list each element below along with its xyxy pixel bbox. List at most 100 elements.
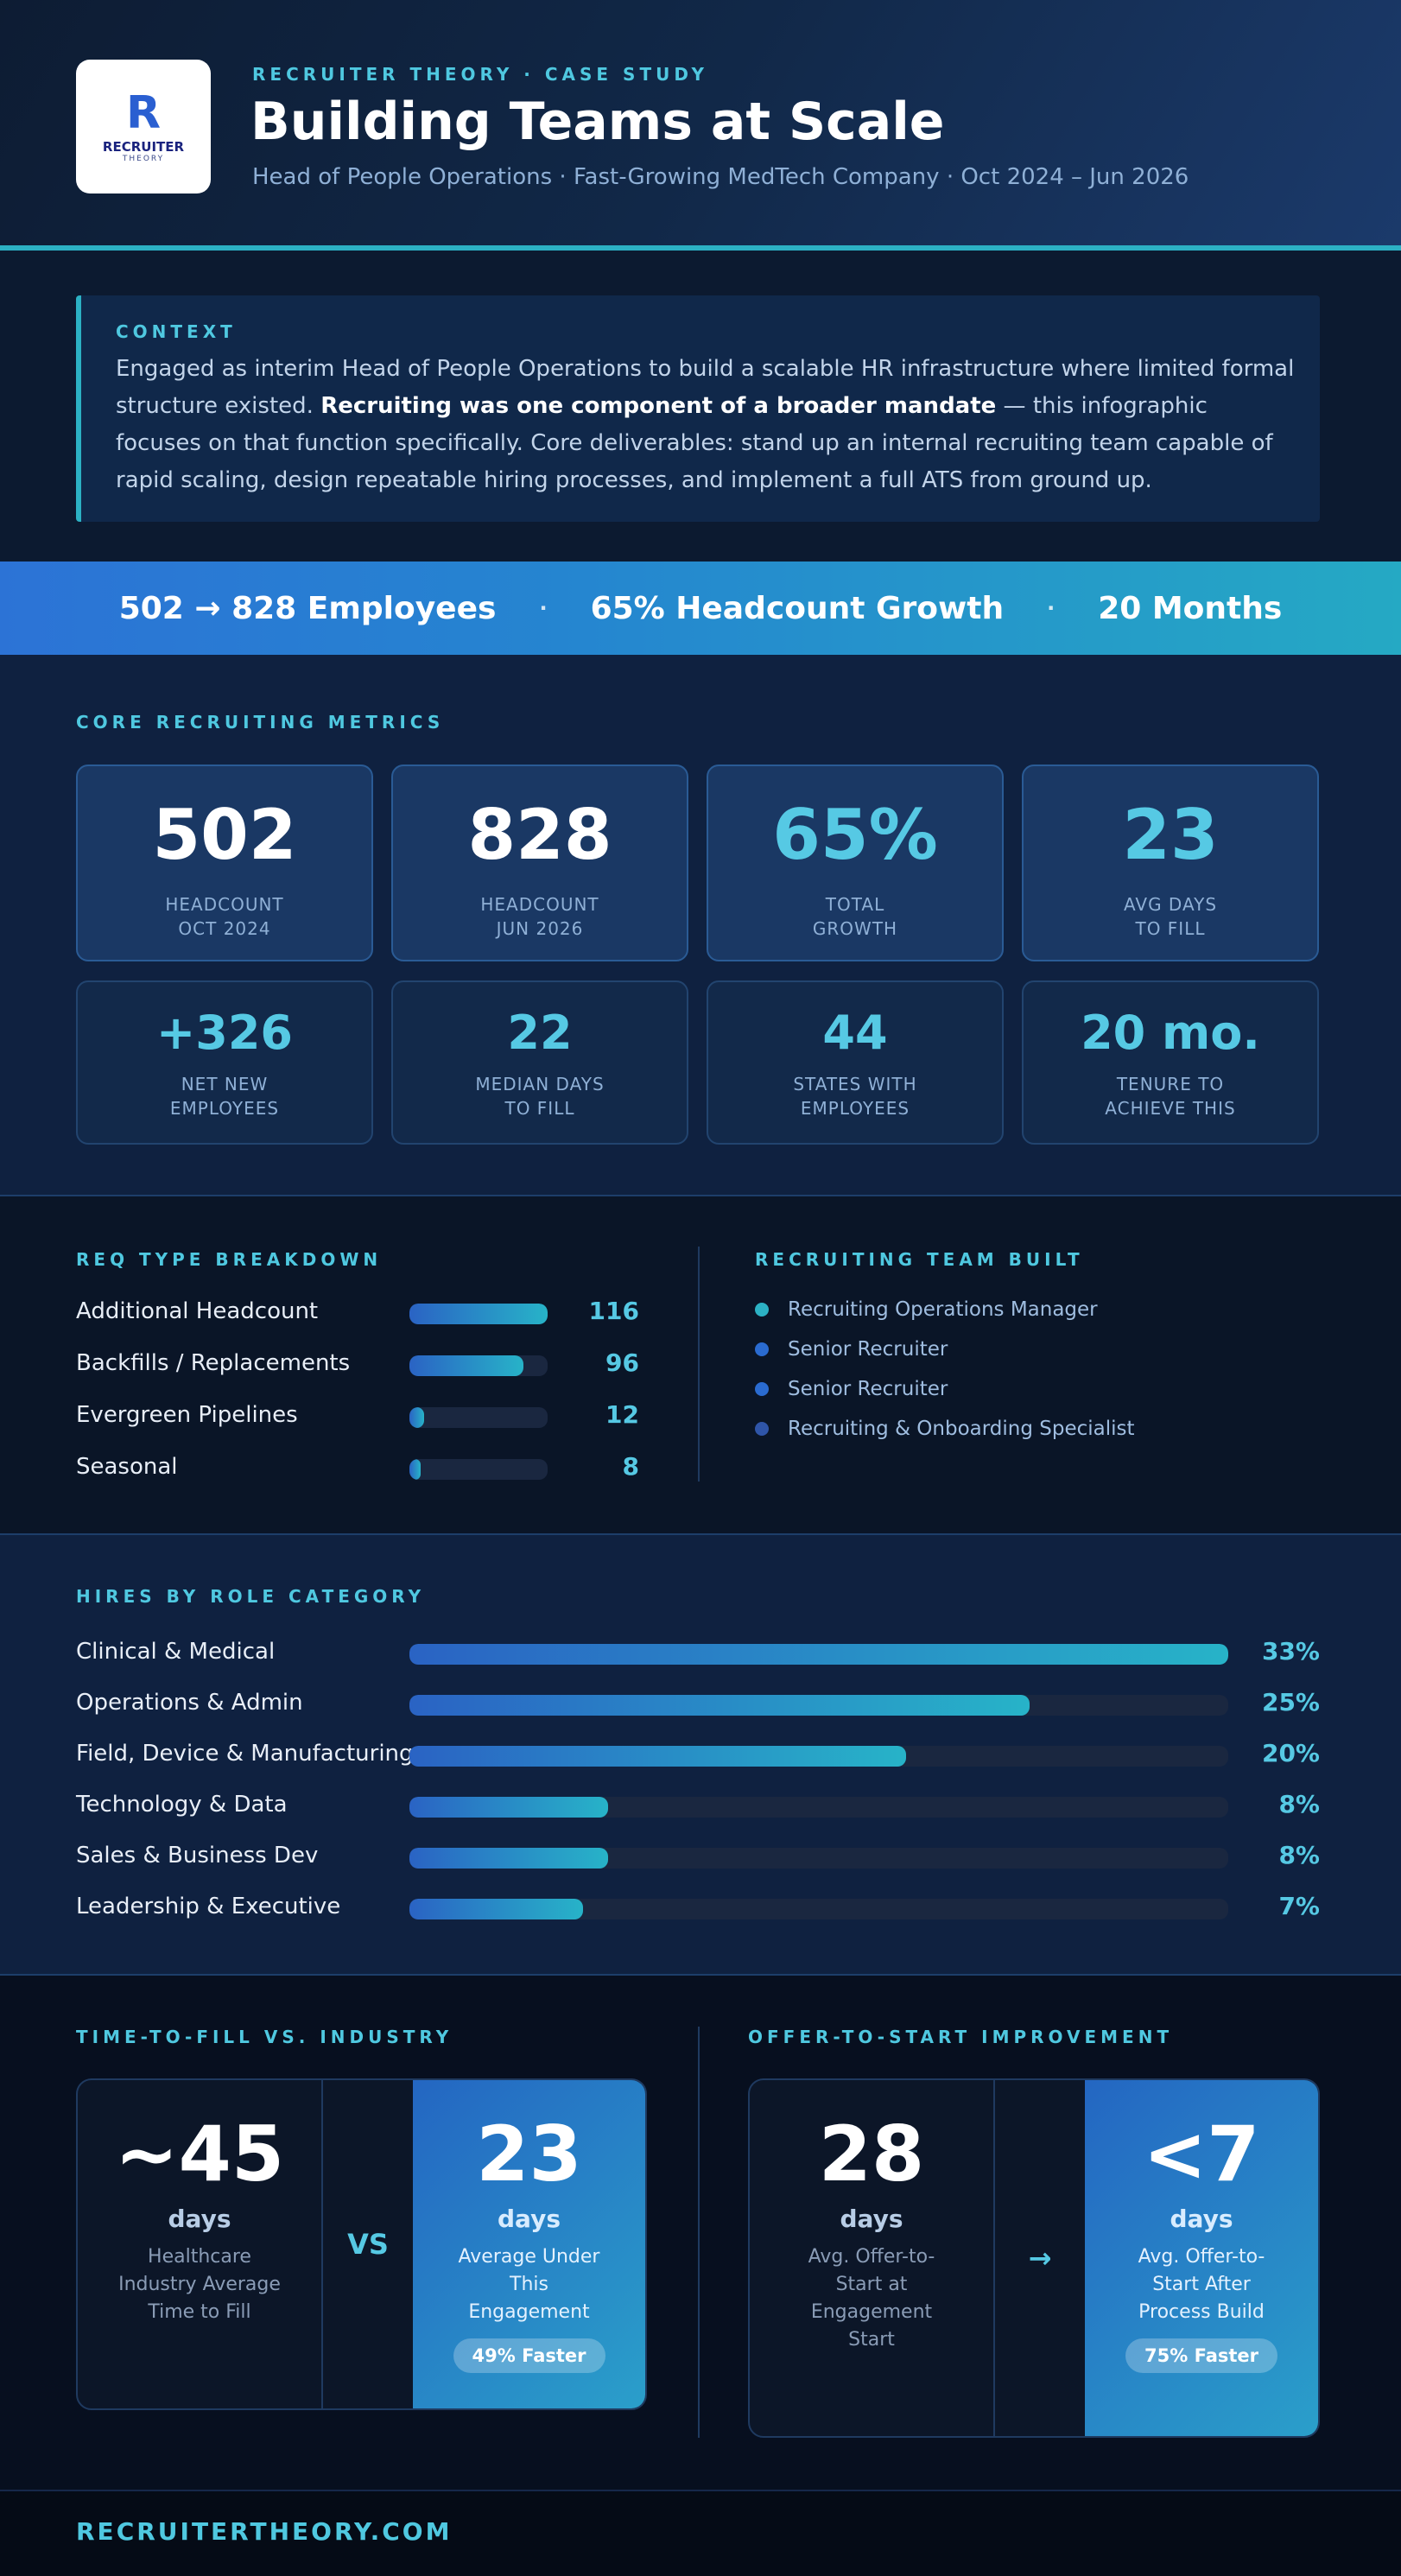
context-text-before: Engaged as interim Head of People Operat…: [116, 356, 1295, 419]
metric-card-avg-days: 23 AVG DAYS TO FILL: [1022, 765, 1319, 961]
ttf-industry-value: ~45: [114, 2110, 285, 2198]
metric-label: NET NEW EMPLOYEES: [169, 1074, 280, 1119]
req-row-bar: [409, 1355, 548, 1376]
metric-label: TENURE TO ACHIEVE THIS: [1105, 1074, 1236, 1119]
section-divider: [698, 1247, 700, 1482]
logo-mark: R: [125, 86, 162, 139]
hires-row-bar-fill: [409, 1899, 584, 1919]
context-label: CONTEXT: [116, 321, 237, 342]
hires-row-value: 25%: [1261, 1688, 1320, 1716]
context-text-bold: Recruiting was one component of a broade…: [320, 393, 997, 419]
metric-label: HEADCOUNT JUN 2026: [480, 894, 599, 939]
metric-label: MEDIAN DAYS TO FILL: [475, 1074, 605, 1119]
hires-row-value: 8%: [1278, 1841, 1320, 1869]
ttf-faster-badge: 49% Faster: [453, 2338, 605, 2373]
metric-card-headcount-end: 828 HEADCOUNT JUN 2026: [391, 765, 688, 961]
req-row-label: Additional Headcount: [76, 1298, 319, 1324]
banner-separator: ·: [539, 596, 548, 620]
footer-url-link[interactable]: RECRUITERTHEORY.COM: [76, 2517, 453, 2546]
ots-before-unit: days: [840, 2205, 903, 2233]
req-row-value: 96: [605, 1348, 639, 1377]
metric-value: 44: [822, 1006, 888, 1060]
ttf-industry-unit: days: [168, 2205, 231, 2233]
metric-value: 828: [467, 795, 612, 875]
hires-row-label: Leadership & Executive: [76, 1894, 341, 1919]
metrics-label: CORE RECRUITING METRICS: [76, 712, 445, 733]
req-row-bar: [409, 1407, 548, 1428]
ots-before-desc: Avg. Offer-to-Start at Engagement Start: [808, 2246, 935, 2351]
hires-row-bar: [409, 1848, 1228, 1869]
context-text-after: — this infographic focuses on that funct…: [116, 393, 1273, 493]
hires-row-bar-fill: [409, 1695, 1030, 1716]
ttf-engagement-value: 23: [476, 2110, 582, 2198]
growth-banner: 502 → 828 Employees · 65% Headcount Grow…: [0, 562, 1401, 655]
ttf-engagement-desc: Average Under This Engagement: [458, 2246, 600, 2323]
team-label: RECRUITING TEAM BUILT: [755, 1249, 1084, 1270]
req-row-value: 8: [622, 1452, 639, 1481]
metric-value: 65%: [772, 795, 938, 875]
bullet-icon: [755, 1303, 769, 1317]
ots-comparison-card: 28 days Avg. Offer-to-Start at Engagemen…: [748, 2078, 1320, 2438]
team-list-item: Senior Recruiter: [755, 1338, 948, 1361]
metric-value: +326: [156, 1006, 293, 1060]
recruiter-theory-logo[interactable]: R RECRUITER THEORY: [76, 60, 211, 194]
banner-separator: ·: [1047, 596, 1056, 620]
metric-card-total-growth: 65% TOTAL GROWTH: [707, 765, 1004, 961]
banner-growth: 65% Headcount Growth: [590, 590, 1005, 626]
ttf-engagement: 23 days Average Under This Engagement 49…: [413, 2080, 645, 2408]
ttf-industry: ~45 days Healthcare Industry Average Tim…: [78, 2080, 321, 2408]
ots-label: OFFER-TO-START IMPROVEMENT: [748, 2027, 1174, 2047]
hires-row-label: Technology & Data: [76, 1792, 288, 1818]
metric-value: 22: [507, 1006, 573, 1060]
metric-card-median-days: 22 MEDIAN DAYS TO FILL: [391, 980, 688, 1145]
logo-name: RECRUITER: [102, 138, 185, 155]
bullet-icon: [755, 1342, 769, 1356]
arrow-right-icon: →: [993, 2080, 1085, 2436]
req-row-bar-fill: [409, 1407, 424, 1428]
hires-row-bar: [409, 1746, 1228, 1767]
ots-before-value: 28: [818, 2110, 925, 2198]
header: R RECRUITER THEORY RECRUITER THEORY · CA…: [0, 0, 1401, 251]
req-team-section: [0, 1195, 1401, 1533]
hires-row-label: Clinical & Medical: [76, 1639, 276, 1665]
team-item-label: Senior Recruiter: [788, 1338, 948, 1361]
req-row-label: Seasonal: [76, 1454, 178, 1480]
bullet-icon: [755, 1422, 769, 1436]
hires-row-bar-fill: [409, 1797, 608, 1818]
eyebrow: RECRUITER THEORY · CASE STUDY: [252, 64, 708, 85]
team-list-item: Recruiting & Onboarding Specialist: [755, 1418, 1135, 1440]
ots-after-desc: Avg. Offer-to-Start After Process Build: [1138, 2246, 1265, 2323]
req-row-bar-fill: [409, 1459, 421, 1480]
hires-row-value: 7%: [1278, 1892, 1320, 1920]
hires-label: HIRES BY ROLE CATEGORY: [76, 1586, 426, 1607]
banner-employees: 502 → 828 Employees: [118, 590, 497, 626]
team-list-item: Recruiting Operations Manager: [755, 1298, 1098, 1321]
team-item-label: Senior Recruiter: [788, 1378, 948, 1400]
req-row-label: Evergreen Pipelines: [76, 1402, 298, 1428]
hires-row-value: 20%: [1261, 1739, 1320, 1767]
metric-card-tenure: 20 mo. TENURE TO ACHIEVE THIS: [1022, 980, 1319, 1145]
banner-duration: 20 Months: [1098, 590, 1283, 626]
ttf-vs: VS: [321, 2080, 413, 2408]
req-row-bar-fill: [409, 1355, 524, 1376]
bullet-icon: [755, 1382, 769, 1396]
hires-row-label: Sales & Business Dev: [76, 1843, 319, 1869]
metric-card-net-new: +326 NET NEW EMPLOYEES: [76, 980, 373, 1145]
hires-row-label: Operations & Admin: [76, 1690, 303, 1716]
hires-row-bar: [409, 1899, 1228, 1919]
metric-value: 502: [152, 795, 297, 875]
hires-row-bar-fill: [409, 1848, 608, 1869]
hires-row-value: 8%: [1278, 1790, 1320, 1818]
req-row-value: 12: [605, 1400, 639, 1429]
team-item-label: Recruiting & Onboarding Specialist: [788, 1418, 1135, 1440]
team-list-item: Senior Recruiter: [755, 1378, 948, 1400]
metric-value: 23: [1122, 795, 1219, 875]
metric-value: 20 mo.: [1081, 1006, 1260, 1060]
hires-row-bar: [409, 1644, 1228, 1665]
metric-label: AVG DAYS TO FILL: [1123, 894, 1218, 939]
hires-row-label: Field, Device & Manufacturing: [76, 1741, 414, 1767]
req-row-bar: [409, 1459, 548, 1480]
page-subtitle: Head of People Operations · Fast-Growing…: [252, 164, 1189, 190]
logo-sub: THEORY: [122, 154, 165, 163]
context-body: Engaged as interim Head of People Operat…: [116, 351, 1299, 499]
